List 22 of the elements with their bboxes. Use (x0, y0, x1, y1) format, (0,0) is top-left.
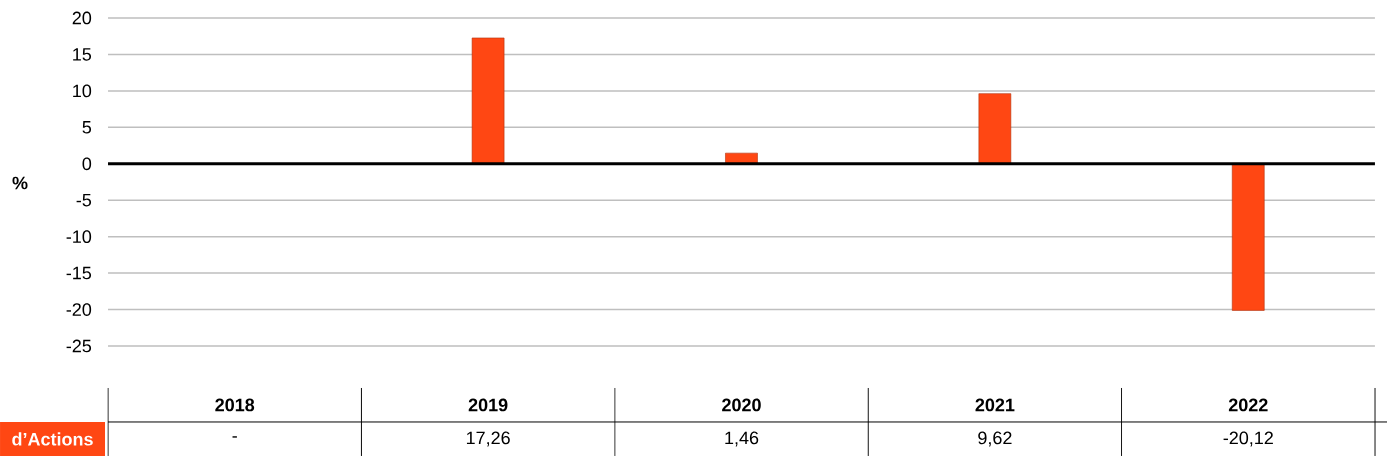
y-tick-label: 15 (73, 47, 92, 61)
x-tick-label: 2020 (722, 398, 761, 412)
x-tick-label: 2018 (215, 398, 255, 412)
text: - (232, 436, 237, 438)
y-tick-label: -15 (66, 266, 92, 280)
y-tick-label: 5 (82, 120, 92, 134)
y-tick-label: 20 (72, 11, 92, 25)
y-axis-title: % (12, 176, 28, 190)
text: d’Actions (12, 432, 93, 446)
y-tick-label: 10 (73, 84, 92, 98)
data-label: -20,12 (1223, 431, 1273, 447)
x-tick-label: 2021 (975, 398, 1015, 412)
y-tick-label: -20 (66, 302, 92, 316)
data-label: 9,62 (978, 431, 1012, 447)
data-label: 1,46 (725, 431, 759, 447)
x-tick-label: 2019 (468, 398, 508, 412)
data-label: 17,26 (466, 431, 510, 447)
y-tick-label: -10 (66, 230, 92, 243)
y-tick-label: 0 (82, 157, 92, 170)
y-tick-label: -25 (66, 339, 92, 353)
y-tick-label: -5 (76, 193, 92, 207)
x-tick-label: 2022 (1228, 398, 1268, 412)
